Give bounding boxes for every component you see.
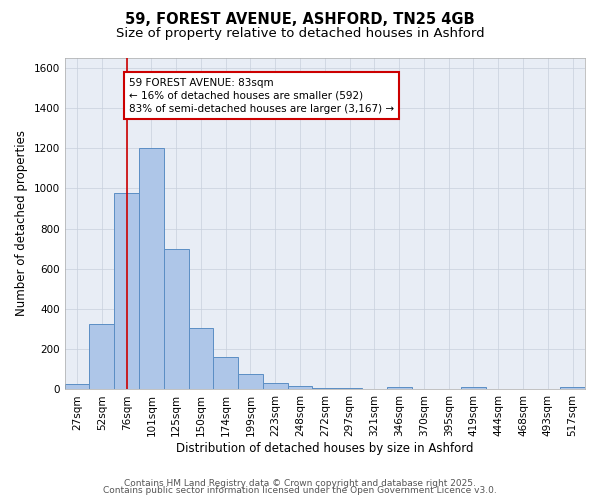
Bar bbox=[560, 388, 585, 390]
Bar bbox=[287, 386, 313, 390]
Bar bbox=[337, 388, 362, 390]
Bar bbox=[65, 384, 89, 390]
Text: 59 FOREST AVENUE: 83sqm
← 16% of detached houses are smaller (592)
83% of semi-d: 59 FOREST AVENUE: 83sqm ← 16% of detache… bbox=[129, 78, 394, 114]
Text: Size of property relative to detached houses in Ashford: Size of property relative to detached ho… bbox=[116, 28, 484, 40]
Bar bbox=[263, 384, 287, 390]
Bar bbox=[387, 388, 412, 390]
Y-axis label: Number of detached properties: Number of detached properties bbox=[15, 130, 28, 316]
Text: 59, FOREST AVENUE, ASHFORD, TN25 4GB: 59, FOREST AVENUE, ASHFORD, TN25 4GB bbox=[125, 12, 475, 28]
Bar bbox=[461, 388, 486, 390]
Bar bbox=[139, 148, 164, 390]
Bar bbox=[313, 388, 337, 390]
X-axis label: Distribution of detached houses by size in Ashford: Distribution of detached houses by size … bbox=[176, 442, 473, 455]
Bar bbox=[114, 194, 139, 390]
Text: Contains HM Land Registry data © Crown copyright and database right 2025.: Contains HM Land Registry data © Crown c… bbox=[124, 478, 476, 488]
Bar bbox=[188, 328, 214, 390]
Text: Contains public sector information licensed under the Open Government Licence v3: Contains public sector information licen… bbox=[103, 486, 497, 495]
Bar bbox=[164, 248, 188, 390]
Bar bbox=[89, 324, 114, 390]
Bar bbox=[238, 374, 263, 390]
Bar bbox=[214, 358, 238, 390]
